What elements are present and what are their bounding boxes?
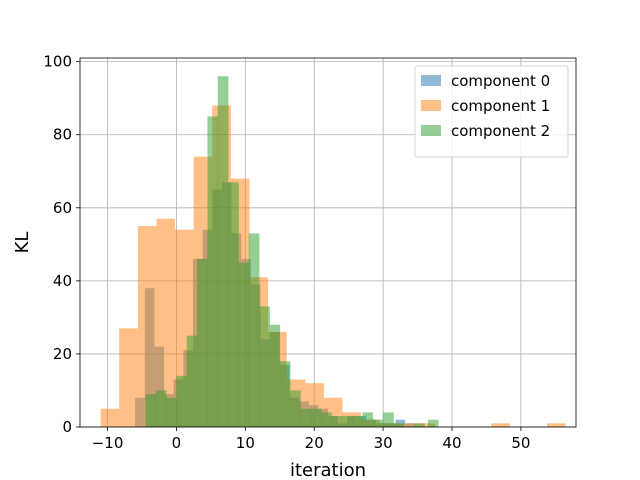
histogram-bar [362, 412, 374, 427]
histogram-bar [372, 419, 384, 427]
histogram-bar [383, 412, 394, 427]
x-tick-label: −10 [92, 434, 124, 452]
y-tick-label: 100 [43, 53, 72, 71]
histogram-bar [238, 262, 250, 427]
x-tick-label: 20 [305, 434, 324, 452]
plot-frame [79, 57, 577, 428]
legend-box [414, 65, 569, 158]
histogram-bar [197, 258, 208, 427]
x-tick-label: 0 [172, 434, 182, 452]
histogram-bar [491, 423, 510, 427]
histogram-bar [310, 408, 322, 427]
histogram-bar [217, 76, 229, 427]
histogram-bar [547, 423, 566, 427]
histogram-bar [119, 328, 138, 427]
histogram-bar [145, 394, 157, 427]
x-tick-label: 30 [374, 434, 393, 452]
axis-ticks: −10 0 10 20 30 40 50 0 20 40 60 80 100 [43, 53, 530, 452]
histogram-bar [341, 416, 353, 427]
legend: component 0 component 1 component 2 [414, 65, 569, 158]
histogram-bar [207, 116, 219, 427]
histogram-bar [414, 423, 425, 427]
histogram-bar [300, 408, 312, 427]
histogram-bar [259, 306, 270, 427]
histogram-bar [393, 423, 405, 427]
y-tick-label: 20 [53, 345, 72, 363]
histogram-bar [137, 226, 157, 427]
histogram-bar [155, 390, 167, 427]
histogram-bar [352, 416, 363, 427]
histogram-bar [228, 182, 239, 427]
histogram-bar [176, 375, 188, 427]
histogram-bar [279, 361, 291, 427]
histogram-bar [416, 423, 436, 427]
histogram-bar [100, 408, 120, 427]
y-tick-label: 0 [62, 418, 72, 436]
legend-swatch [421, 75, 441, 86]
histogram-bar [427, 419, 439, 427]
histogram-bar [398, 423, 417, 427]
histogram-bar [166, 397, 177, 427]
histogram-bar [186, 335, 198, 427]
histogram-bar [269, 324, 281, 427]
histogram-bar [331, 416, 343, 427]
legend-label: component 1 [451, 97, 550, 115]
legend-label: component 0 [451, 72, 550, 90]
legend-label: component 2 [451, 122, 550, 140]
x-tick-label: 10 [236, 434, 255, 452]
legend-swatch [421, 100, 441, 111]
histogram-bar [321, 412, 332, 427]
x-tick-label: 40 [442, 434, 461, 452]
histogram-bar [156, 218, 176, 427]
histogram-bars [100, 76, 566, 428]
y-tick-label: 40 [53, 272, 72, 290]
y-axis-label: KL [12, 232, 33, 254]
histogram-bar [248, 233, 260, 427]
x-tick-label: 50 [511, 434, 530, 452]
y-tick-label: 80 [53, 126, 72, 144]
x-axis-label: iteration [290, 460, 366, 480]
y-tick-label: 60 [53, 199, 72, 217]
histogram-bar [290, 390, 301, 427]
series-2-bars [145, 76, 439, 427]
legend-swatch [421, 125, 441, 136]
